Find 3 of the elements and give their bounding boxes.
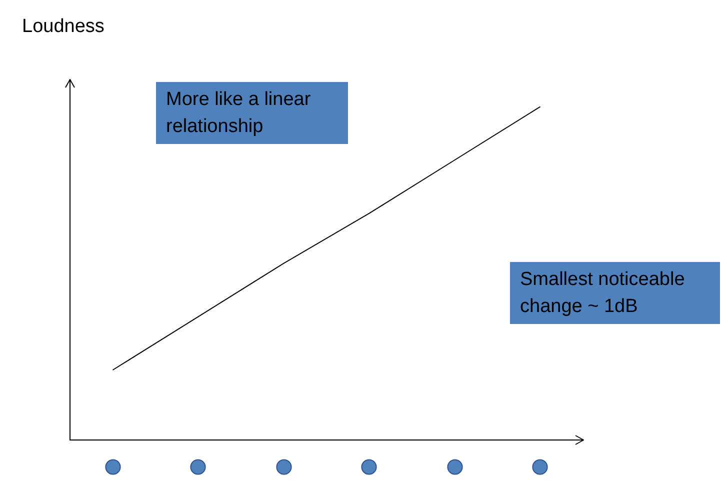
y-axis-title: Loudness [22, 16, 104, 38]
annotation: More like a linear relationship [156, 82, 348, 144]
annotation: Smallest noticeable change ~ 1dB [510, 262, 720, 324]
